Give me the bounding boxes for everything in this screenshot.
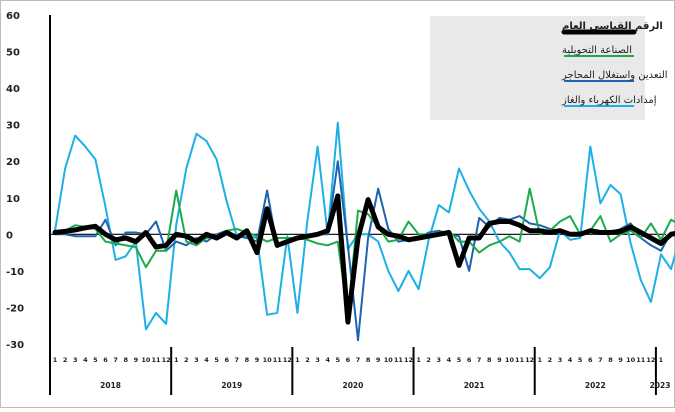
y-tick-label: 50 (6, 48, 20, 59)
x-tick-label: 9 (134, 356, 139, 364)
x-tick-label: 5 (336, 356, 341, 364)
legend-label-mining: التعدين واستغلال المحاجر (561, 70, 668, 81)
x-tick-label: 8 (608, 356, 613, 364)
y-tick-label: -30 (6, 340, 24, 351)
x-tick-label: 1 (538, 356, 543, 364)
legend-label-general-index: الرقم القياسي العام (562, 21, 663, 32)
y-tick-label: -20 (6, 303, 24, 314)
legend-item-mining: التعدين واستغلال المحاجر (561, 70, 668, 81)
x-tick-label: 6 (224, 356, 229, 364)
year-label: 2020 (343, 381, 364, 390)
x-tick-label: 10 (384, 356, 394, 364)
year-label: 2023 (650, 381, 671, 390)
x-tick-label: 4 (204, 356, 209, 364)
x-tick-label: 10 (141, 356, 151, 364)
x-tick-label: 3 (315, 356, 320, 364)
x-tick-label: 12 (283, 356, 292, 364)
y-tick-label: -10 (6, 267, 24, 278)
x-tick-label: 8 (487, 356, 492, 364)
y-tick-label: 20 (6, 157, 20, 168)
x-tick-label: 12 (162, 356, 171, 364)
x-tick-label: 1 (416, 356, 421, 364)
x-tick-label: 9 (618, 356, 623, 364)
x-tick-label: 1 (53, 356, 58, 364)
x-tick-label: 7 (113, 356, 118, 364)
x-tick-label: 6 (467, 356, 472, 364)
y-tick-label: 10 (6, 194, 20, 205)
x-tick-label: 3 (194, 356, 199, 364)
year-label: 2022 (585, 381, 606, 390)
x-tick-label: 2 (548, 356, 553, 364)
x-tick-label: 9 (376, 356, 381, 364)
x-tick-label: 12 (646, 356, 655, 364)
year-label: 2021 (464, 381, 485, 390)
x-tick-label: 5 (93, 356, 98, 364)
x-tick-label: 4 (83, 356, 88, 364)
legend-item-manufacturing: الصناعة التحويلية (562, 45, 634, 56)
x-tick-label: 5 (457, 356, 462, 364)
legend-label-manufacturing: الصناعة التحويلية (562, 45, 632, 56)
x-tick-label: 7 (598, 356, 603, 364)
x-tick-label: 2 (426, 356, 431, 364)
legend: الرقم القياسي العام الصناعة التحويلية ال… (430, 16, 668, 120)
x-tick-label: 2 (305, 356, 310, 364)
legend-item-electricity: إمدادات الكهرباء والغاز (561, 95, 657, 106)
series-lines (55, 123, 675, 340)
legend-item-general-index: الرقم القياسي العام (562, 21, 663, 32)
x-tick-label: 4 (447, 356, 452, 364)
x-tick-label: 7 (477, 356, 482, 364)
x-tick-label: 5 (578, 356, 583, 364)
x-tick-label: 5 (214, 356, 219, 364)
x-tick-label: 2 (184, 356, 189, 364)
year-label: 2019 (221, 381, 242, 390)
x-tick-label: 10 (263, 356, 273, 364)
x-tick-label: 11 (636, 356, 646, 364)
x-tick-label: 11 (394, 356, 404, 364)
legend-label-electricity: إمدادات الكهرباء والغاز (561, 95, 657, 106)
x-tick-label: 8 (245, 356, 250, 364)
x-tick-label: 7 (356, 356, 361, 364)
x-tick-label: 4 (325, 356, 330, 364)
x-tick-label: 11 (273, 356, 283, 364)
x-tick-label: 6 (346, 356, 351, 364)
x-tick-label: 9 (255, 356, 260, 364)
x-tick-label: 12 (525, 356, 534, 364)
x-tick-label: 6 (588, 356, 593, 364)
x-tick-label: 10 (626, 356, 636, 364)
year-label: 2018 (100, 381, 121, 390)
x-tick-label: 1 (659, 356, 664, 364)
x-tick-label: 8 (123, 356, 128, 364)
x-tick-label: 1 (174, 356, 179, 364)
y-axis: 60 50 40 30 20 10 0 -10 -20 -30 (6, 11, 24, 351)
series-line-2 (55, 161, 675, 340)
x-tick-label: 3 (437, 356, 442, 364)
x-tick-label: 4 (568, 356, 573, 364)
x-tick-label: 6 (103, 356, 108, 364)
x-tick-label: 12 (404, 356, 413, 364)
x-tick-label: 11 (152, 356, 162, 364)
x-tick-label: 3 (73, 356, 78, 364)
x-tick-label: 10 (505, 356, 515, 364)
x-tick-label: 3 (558, 356, 563, 364)
y-tick-label: 40 (6, 84, 20, 95)
x-tick-label: 2 (63, 356, 68, 364)
y-tick-label: 30 (6, 121, 20, 132)
y-tick-label: 60 (6, 11, 20, 22)
y-tick-label: 0 (6, 230, 13, 241)
x-tick-label: 1 (295, 356, 300, 364)
x-tick-label: 9 (497, 356, 502, 364)
x-tick-label: 7 (235, 356, 240, 364)
x-tick-label: 8 (366, 356, 371, 364)
series-line-3 (55, 123, 675, 330)
x-tick-label: 11 (515, 356, 525, 364)
